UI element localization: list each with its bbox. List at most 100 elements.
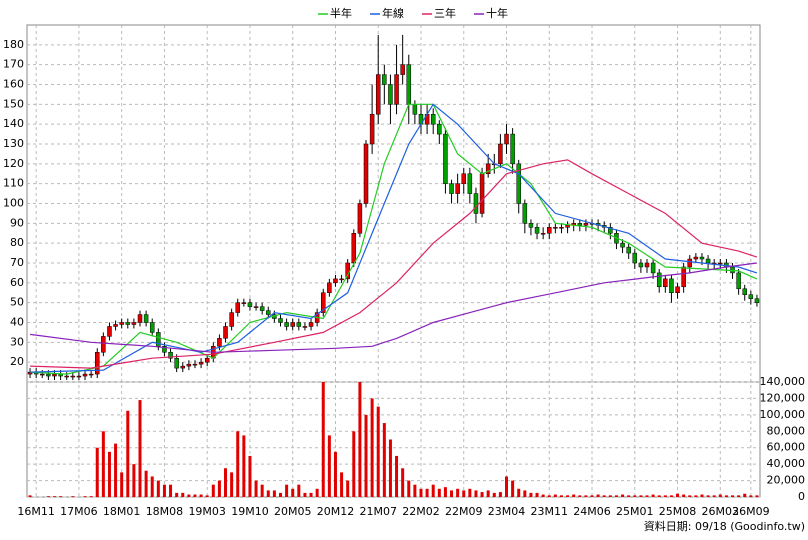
candle-body xyxy=(168,352,173,359)
x-tick-label: 23M11 xyxy=(531,505,569,518)
volume-bar xyxy=(559,495,563,497)
candle-body xyxy=(461,173,466,184)
candle-body xyxy=(485,163,491,174)
volume-bar xyxy=(370,398,374,497)
volume-bar xyxy=(199,494,203,497)
candle-body xyxy=(290,322,295,327)
y-tick-label: 170 xyxy=(3,58,24,71)
volume-bar xyxy=(724,495,728,497)
candle-body xyxy=(107,326,112,337)
candle-body xyxy=(449,183,454,194)
volume-bar xyxy=(364,414,368,497)
volume-bar xyxy=(101,431,105,497)
candle-body xyxy=(644,262,650,268)
candle-body xyxy=(180,365,186,369)
volume-bar xyxy=(718,494,722,497)
ma-line xyxy=(30,262,757,353)
volume-bar xyxy=(755,495,759,497)
volume-bar xyxy=(303,492,307,497)
volume-bar xyxy=(498,492,502,497)
volume-bar xyxy=(425,488,429,497)
x-tick-label: 20M12 xyxy=(317,505,355,518)
y2-tick-label: 100,000 xyxy=(760,408,806,421)
candle-body xyxy=(162,346,167,353)
candle-body xyxy=(94,352,100,375)
volume-bar xyxy=(682,494,686,497)
volume-bar xyxy=(737,495,741,497)
volume-bar xyxy=(614,495,618,497)
candle-body xyxy=(357,203,363,234)
volume-bar xyxy=(260,484,264,497)
volume-bar xyxy=(248,455,252,497)
candle-body xyxy=(363,143,369,204)
candle-body xyxy=(131,322,137,325)
volume-bar xyxy=(511,480,515,497)
volume-bar xyxy=(162,484,166,497)
y-tick-label: 100 xyxy=(3,197,24,210)
candle-body xyxy=(125,322,131,325)
volume-bar xyxy=(639,495,643,497)
volume-bar xyxy=(596,494,600,497)
volume-bar xyxy=(254,480,258,497)
volume-bar xyxy=(382,423,386,497)
volume-bar xyxy=(132,464,136,497)
candle-body xyxy=(504,133,509,145)
volume-bar xyxy=(578,495,582,497)
y-tick-label: 50 xyxy=(10,296,24,309)
candle-body xyxy=(510,133,515,165)
candle-body xyxy=(400,64,405,75)
candle-body xyxy=(528,223,534,228)
volume-bar xyxy=(120,472,124,497)
volume-bar xyxy=(627,495,631,497)
x-tick-label: 22M09 xyxy=(445,505,483,518)
y-tick-label: 120 xyxy=(3,157,24,170)
volume-bar xyxy=(138,400,142,497)
candle-body xyxy=(137,314,143,323)
legend-label: 年線 xyxy=(382,6,404,20)
volume-bar xyxy=(236,431,240,497)
candle-body xyxy=(223,326,228,339)
volume-bar xyxy=(230,472,234,497)
volume-bar xyxy=(541,494,545,497)
volume-bar xyxy=(517,488,521,497)
candle-body xyxy=(186,363,192,367)
y-tick-label: 40 xyxy=(10,316,24,329)
volume-bar xyxy=(468,488,472,497)
candle-body xyxy=(437,123,442,135)
candle-body xyxy=(736,272,741,290)
x-tick-label: 26M03 xyxy=(702,505,740,518)
x-tick-label: 17M06 xyxy=(60,505,98,518)
candle-body xyxy=(70,375,76,378)
y-tick-label: 130 xyxy=(3,137,24,150)
x-tick-label: 25M01 xyxy=(616,505,654,518)
volume-bar xyxy=(749,495,753,497)
volume-bar xyxy=(95,447,99,497)
candle-body xyxy=(229,312,234,327)
legend-label: 十年 xyxy=(486,6,508,20)
volume-bar xyxy=(608,495,612,497)
y-tick-label: 60 xyxy=(10,276,24,289)
volume-bar xyxy=(547,495,551,497)
candle-body xyxy=(608,227,613,234)
candle-body xyxy=(638,262,644,268)
volume-bar xyxy=(413,484,417,497)
candle-body xyxy=(455,183,460,194)
volume-bar xyxy=(340,472,344,497)
candle-body xyxy=(46,373,51,377)
volume-bar xyxy=(474,490,478,497)
volume-bar xyxy=(456,488,460,497)
x-tick-label: 16M11 xyxy=(17,505,55,518)
candle-body xyxy=(699,256,705,260)
volume-bar xyxy=(217,480,221,497)
candle-body xyxy=(278,318,283,323)
volume-bar xyxy=(431,484,435,497)
ma-line xyxy=(30,159,758,369)
candle-body xyxy=(52,373,57,377)
volume-bar xyxy=(71,496,75,497)
candle-body xyxy=(333,278,338,284)
candle-body xyxy=(321,292,326,313)
candle-body xyxy=(375,74,381,115)
candle-body xyxy=(516,163,521,204)
y-tick-label: 30 xyxy=(10,335,24,348)
volume-bar xyxy=(566,495,570,497)
